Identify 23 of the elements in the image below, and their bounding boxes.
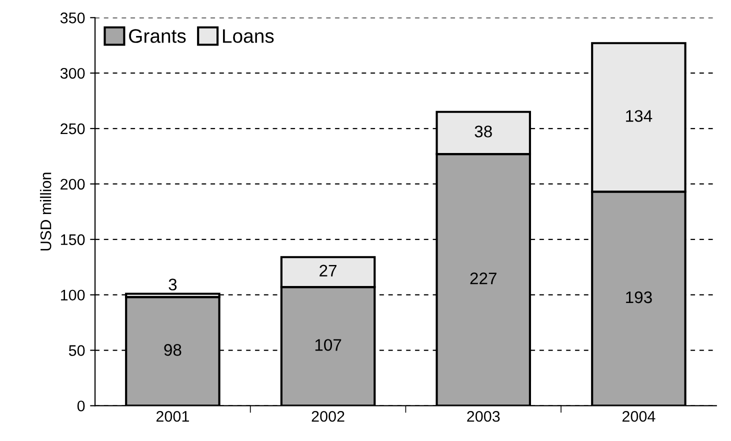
data-label: 134 xyxy=(626,110,652,122)
legend-label: Grants xyxy=(129,29,186,43)
y-tick-label: 300 xyxy=(60,68,85,79)
y-tick-label: 50 xyxy=(68,345,85,356)
y-tick-label: 250 xyxy=(60,123,85,134)
data-label: 3 xyxy=(168,278,177,290)
x-tick-label: 2002 xyxy=(312,410,344,422)
data-label: 193 xyxy=(626,291,652,304)
y-tick-label: 100 xyxy=(60,290,85,301)
y-tick-label: 0 xyxy=(77,400,85,412)
data-label: 227 xyxy=(470,272,496,284)
y-tick-label: 350 xyxy=(60,12,85,24)
data-label: 27 xyxy=(320,264,336,276)
data-label: 38 xyxy=(474,126,492,138)
x-tick-label: 2001 xyxy=(156,410,189,422)
y-tick-label: 150 xyxy=(60,234,85,246)
data-label: 98 xyxy=(164,344,182,356)
x-tick-label: 2003 xyxy=(467,410,500,422)
data-label: 107 xyxy=(315,339,342,351)
legend-label: Loans xyxy=(223,29,274,43)
y-tick-label: 200 xyxy=(60,178,85,190)
y-axis-title: USD million xyxy=(40,172,52,250)
x-tick-label: 2004 xyxy=(622,410,656,422)
